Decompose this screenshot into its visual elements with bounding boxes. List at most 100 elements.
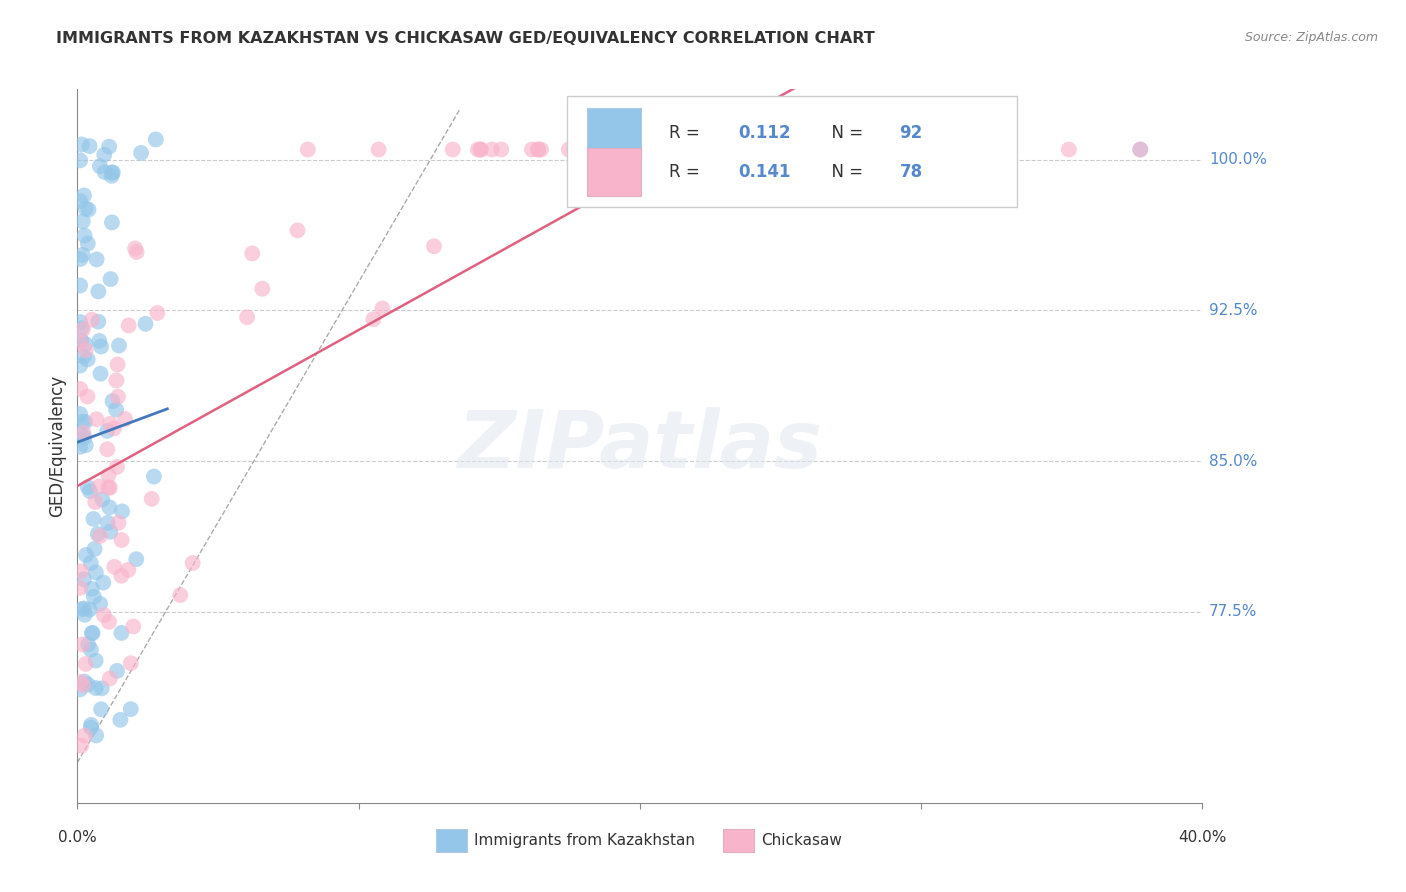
Point <box>83 541 105 556</box>
Point <box>89 529 111 543</box>
Point <box>72 415 94 429</box>
Point <box>120 657 142 671</box>
Point <box>297 143 319 157</box>
Point <box>87 527 110 541</box>
Point <box>772 143 794 157</box>
Point <box>70 321 93 335</box>
Point <box>98 139 121 153</box>
Point <box>105 664 128 678</box>
Point <box>69 440 91 454</box>
Point <box>90 340 112 354</box>
Point <box>236 310 259 325</box>
Point <box>108 338 131 352</box>
Point <box>84 728 107 742</box>
Point <box>98 524 121 539</box>
Point <box>142 469 165 483</box>
Point <box>111 504 134 518</box>
Text: 92: 92 <box>900 124 922 142</box>
Point <box>125 552 148 566</box>
Point <box>70 565 93 579</box>
Point <box>80 721 103 735</box>
Point <box>76 480 98 494</box>
Point <box>72 637 94 651</box>
Point <box>101 165 124 179</box>
Text: N =: N = <box>821 124 868 142</box>
Point <box>557 143 579 157</box>
Point <box>84 495 107 509</box>
Point <box>97 516 120 530</box>
Point <box>72 425 94 440</box>
Point <box>98 615 121 629</box>
Point <box>105 402 128 417</box>
Text: 0.0%: 0.0% <box>58 830 97 845</box>
Point <box>89 334 111 348</box>
Point <box>481 143 503 157</box>
Point <box>89 159 111 173</box>
Point <box>73 415 96 429</box>
Point <box>69 278 91 293</box>
Point <box>83 590 105 604</box>
Point <box>76 236 98 251</box>
Text: Immigrants from Kazakhstan: Immigrants from Kazakhstan <box>474 833 695 847</box>
Point <box>100 169 122 183</box>
Text: IMMIGRANTS FROM KAZAKHSTAN VS CHICKASAW GED/EQUIVALENCY CORRELATION CHART: IMMIGRANTS FROM KAZAKHSTAN VS CHICKASAW … <box>56 31 875 46</box>
Point <box>110 626 132 640</box>
Point <box>77 637 100 651</box>
Point <box>181 556 204 570</box>
Point <box>79 139 101 153</box>
Point <box>100 272 122 286</box>
Text: 85.0%: 85.0% <box>1209 453 1257 468</box>
Point <box>69 153 91 168</box>
Point <box>84 681 107 695</box>
Point <box>69 359 91 373</box>
Point <box>467 143 489 157</box>
Point <box>103 559 125 574</box>
Point <box>520 143 543 157</box>
Point <box>129 145 152 160</box>
Point <box>562 143 585 157</box>
Point <box>98 417 121 431</box>
Point <box>103 421 125 435</box>
Point <box>70 137 93 152</box>
Point <box>91 492 114 507</box>
Point <box>110 568 132 582</box>
Point <box>118 318 141 333</box>
Point <box>87 285 110 299</box>
Point <box>79 484 101 499</box>
Point <box>72 248 94 262</box>
Point <box>623 143 645 157</box>
Point <box>441 143 464 157</box>
Point <box>72 322 94 336</box>
Text: Source: ZipAtlas.com: Source: ZipAtlas.com <box>1244 31 1378 45</box>
Point <box>69 252 91 266</box>
Point <box>124 242 146 256</box>
Point <box>96 442 118 457</box>
Point <box>86 412 108 426</box>
Point <box>98 500 121 515</box>
Point <box>141 491 163 506</box>
Point <box>967 143 990 157</box>
Point <box>73 572 96 586</box>
Point <box>75 337 97 351</box>
Point <box>73 430 96 444</box>
Point <box>759 143 782 157</box>
Point <box>122 619 145 633</box>
Point <box>101 166 124 180</box>
Text: R =: R = <box>669 163 704 181</box>
Text: N =: N = <box>821 163 868 181</box>
Point <box>125 245 148 260</box>
Point <box>1129 143 1152 157</box>
Point <box>75 343 97 358</box>
Point <box>75 202 97 216</box>
Y-axis label: GED/Equivalency: GED/Equivalency <box>48 375 66 517</box>
Point <box>565 143 588 157</box>
Point <box>652 143 675 157</box>
Point <box>582 143 605 157</box>
Point <box>117 563 139 577</box>
Text: R =: R = <box>669 124 704 142</box>
Point <box>73 674 96 689</box>
Point <box>89 367 111 381</box>
Point <box>470 143 492 157</box>
Point <box>287 223 309 237</box>
Text: 0.112: 0.112 <box>738 124 792 142</box>
